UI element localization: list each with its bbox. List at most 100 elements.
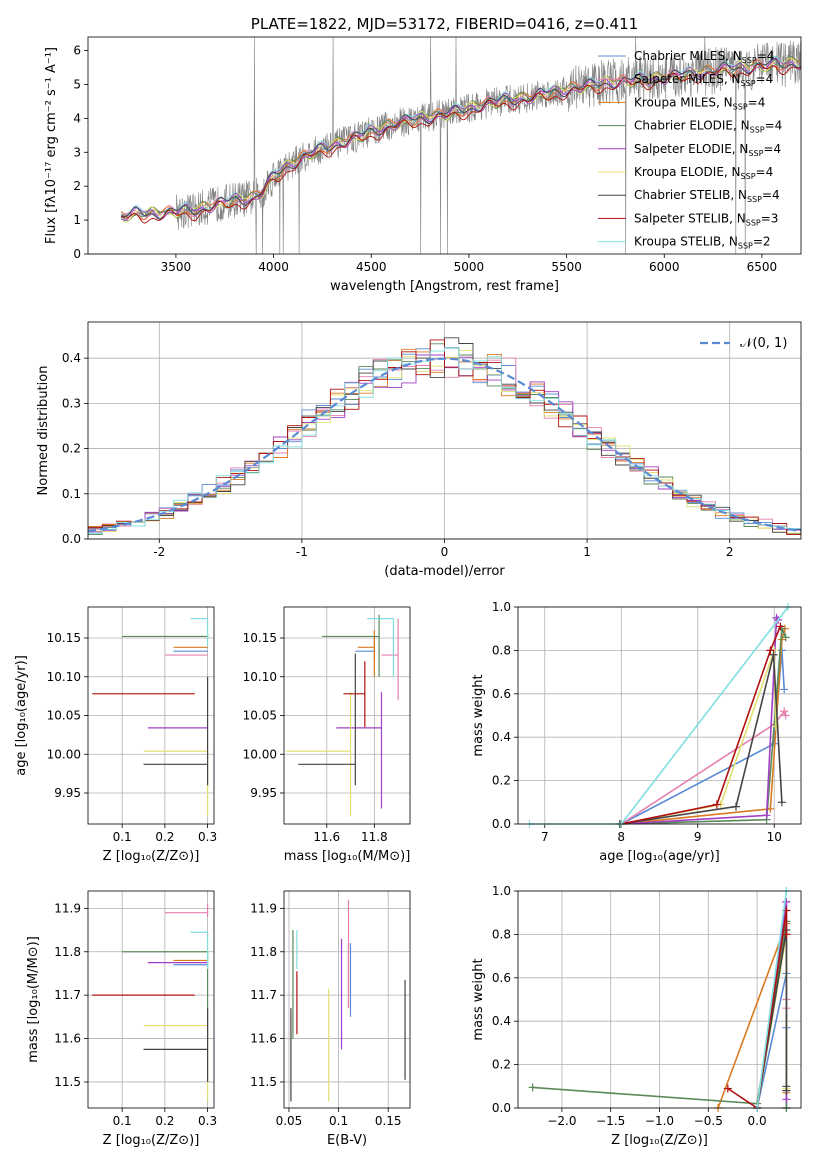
legend-label: Chabrier STELIB, NSSP=4 <box>634 188 780 204</box>
residuals-xtick-label: 2 <box>726 545 734 559</box>
weight-vs-z-ytick-label: 0.6 <box>492 971 511 985</box>
mass-vs-ebv-ytick-label: 11.9 <box>250 901 277 915</box>
legend-label: Chabrier ELODIE, NSSP=4 <box>634 119 782 135</box>
weight-vs-age-line <box>620 709 787 825</box>
residuals-xtick-label: -2 <box>153 545 165 559</box>
weight-vs-age-marker <box>781 711 790 720</box>
age-vs-mass-xtick-label: 11.6 <box>313 830 340 844</box>
weight-vs-age-xtick-label: 10 <box>767 830 782 844</box>
spectrum-ytick-label: 3 <box>73 145 81 159</box>
residual-histogram <box>88 339 801 535</box>
weight-vs-age-marker <box>777 798 786 807</box>
weight-vs-age-marker <box>769 650 778 659</box>
weight-vs-age-marker <box>766 646 775 655</box>
mass-vs-z-xtick-label: 0.2 <box>155 1114 174 1128</box>
mass-vs-z-ytick-label: 11.9 <box>54 901 81 915</box>
spectrum-xtick-label: 5500 <box>551 260 582 274</box>
mass-vs-ebv-xtick-label: 0.05 <box>276 1114 303 1128</box>
legend-label: Chabrier MILES, NSSP=4 <box>634 49 774 65</box>
residuals-xtick-label: 1 <box>583 545 591 559</box>
weight-vs-z-marker <box>528 1083 537 1092</box>
weight-vs-age-marker <box>776 622 785 631</box>
spectrum-data-line <box>120 36 801 255</box>
spectrum-ytick-label: 5 <box>73 77 81 91</box>
weight-vs-age-xlabel: age [log₁₀(age/yr)] <box>599 849 720 864</box>
weight-vs-age-ytick-label: 1.0 <box>492 600 511 614</box>
weight-vs-z-ytick-label: 0.4 <box>492 1014 511 1028</box>
mass-vs-z-xtick-label: 0.1 <box>113 1114 132 1128</box>
weight-vs-z-ytick-label: 0.8 <box>492 927 511 941</box>
age-vs-z-frame <box>87 606 215 825</box>
mass-vs-z-xtick-label: 0.3 <box>198 1114 217 1128</box>
weight-vs-age-line <box>621 628 786 825</box>
residuals-ytick-label: 0.2 <box>62 442 81 456</box>
weight-vs-age-marker <box>781 633 790 642</box>
mass-vs-ebv-xtick-label: 0.15 <box>375 1114 402 1128</box>
spectrum-xtick-label: 4500 <box>356 260 387 274</box>
age-vs-mass-frame <box>283 606 411 825</box>
mass-vs-ebv-xtick-label: 0.1 <box>329 1114 348 1128</box>
weight-vs-age-marker <box>712 800 721 809</box>
legend-label: Kroupa MILES, NSSP=4 <box>634 95 765 111</box>
residuals-ytick-label: 0.3 <box>62 396 81 410</box>
weight-vs-z-xtick-label: −0.5 <box>694 1114 723 1128</box>
spectrum-model-line <box>120 56 802 222</box>
residuals-ytick-label: 0.1 <box>62 487 81 501</box>
residuals-xtick-label: -1 <box>296 545 308 559</box>
spectrum-xlabel: wavelength [Angstrom, rest frame] <box>330 279 559 294</box>
spectrum-model-line <box>121 58 802 220</box>
mass-vs-z-frame <box>87 890 215 1109</box>
mass-vs-z-ytick-label: 11.7 <box>54 988 81 1002</box>
weight-vs-z-ytick-label: 0.2 <box>492 1058 511 1072</box>
weight-vs-age-ytick-label: 0.8 <box>492 643 511 657</box>
age-vs-z-xtick-label: 0.2 <box>155 830 174 844</box>
age-vs-mass-ytick-label: 10.15 <box>243 631 277 645</box>
weight-vs-z-frame <box>517 890 802 1109</box>
weight-vs-age-line <box>621 626 782 825</box>
spectrum-xtick-label: 3500 <box>161 260 192 274</box>
mass-vs-ebv-ytick-label: 11.5 <box>250 1075 277 1089</box>
spectrum-xtick-label: 6500 <box>747 260 778 274</box>
weight-vs-z-marker <box>782 930 791 939</box>
weight-vs-age-frame <box>517 606 802 825</box>
weight-vs-z-xtick-label: −1.5 <box>596 1114 625 1128</box>
spectrum-xtick-label: 6000 <box>649 260 680 274</box>
residuals-ytick-label: 0.0 <box>62 532 81 546</box>
weight-vs-age-ytick-label: 0.2 <box>492 774 511 788</box>
mass-vs-z-ytick-label: 11.5 <box>54 1075 81 1089</box>
spectrum-title: PLATE=1822, MJD=53172, FIBERID=0416, z=0… <box>251 15 638 33</box>
weight-vs-z-marker <box>782 1095 791 1104</box>
age-vs-z-ytick-label: 10.15 <box>47 631 81 645</box>
age-vs-z-xtick-label: 0.3 <box>198 830 217 844</box>
mass-vs-z-xlabel: Z [log₁₀(Z/Z⊙)] <box>103 1133 200 1148</box>
spectrum-ytick-label: 2 <box>73 179 81 193</box>
age-vs-mass-xlabel: mass [log₁₀(M/M⊙)] <box>284 849 411 864</box>
weight-vs-age-marker <box>771 722 780 731</box>
weight-vs-z-marker <box>782 1086 791 1095</box>
weight-vs-age-marker <box>762 811 771 820</box>
weight-vs-age-ytick-label: 0.4 <box>492 730 511 744</box>
weight-vs-age-marker <box>780 707 789 716</box>
age-vs-mass-ytick-label: 9.95 <box>250 786 277 800</box>
legend-label: Kroupa ELODIE, NSSP=4 <box>634 165 773 181</box>
weight-vs-z-ytick-label: 1.0 <box>492 884 511 898</box>
legend-label: Salpeter ELODIE, NSSP=4 <box>634 142 781 158</box>
spectrum-model-line <box>120 57 802 221</box>
age-vs-mass-ytick-label: 10.05 <box>243 709 277 723</box>
age-vs-z-ylabel: age [log₁₀(age/yr)] <box>14 655 29 776</box>
weight-vs-age-xtick-label: 8 <box>617 830 625 844</box>
normal-curve <box>87 357 802 533</box>
age-vs-z-ytick-label: 10.00 <box>47 747 81 761</box>
mass-vs-ebv-xlabel: E(B-V) <box>327 1133 367 1148</box>
residuals-xtick-label: 0 <box>441 545 449 559</box>
weight-vs-z-line <box>727 910 788 1110</box>
spectrum-model-line <box>121 63 802 224</box>
mass-vs-ebv-ytick-label: 11.8 <box>250 945 277 959</box>
mass-vs-z-ylabel: mass [log₁₀(M/M⊙)] <box>26 936 41 1063</box>
spectrum-xtick-label: 4000 <box>258 260 289 274</box>
weight-vs-age-xtick-label: 7 <box>541 830 549 844</box>
weight-vs-age-xtick-label: 9 <box>694 830 702 844</box>
residuals-xlabel: (data-model)/error <box>384 564 505 579</box>
spectrum-model-line <box>120 57 802 221</box>
